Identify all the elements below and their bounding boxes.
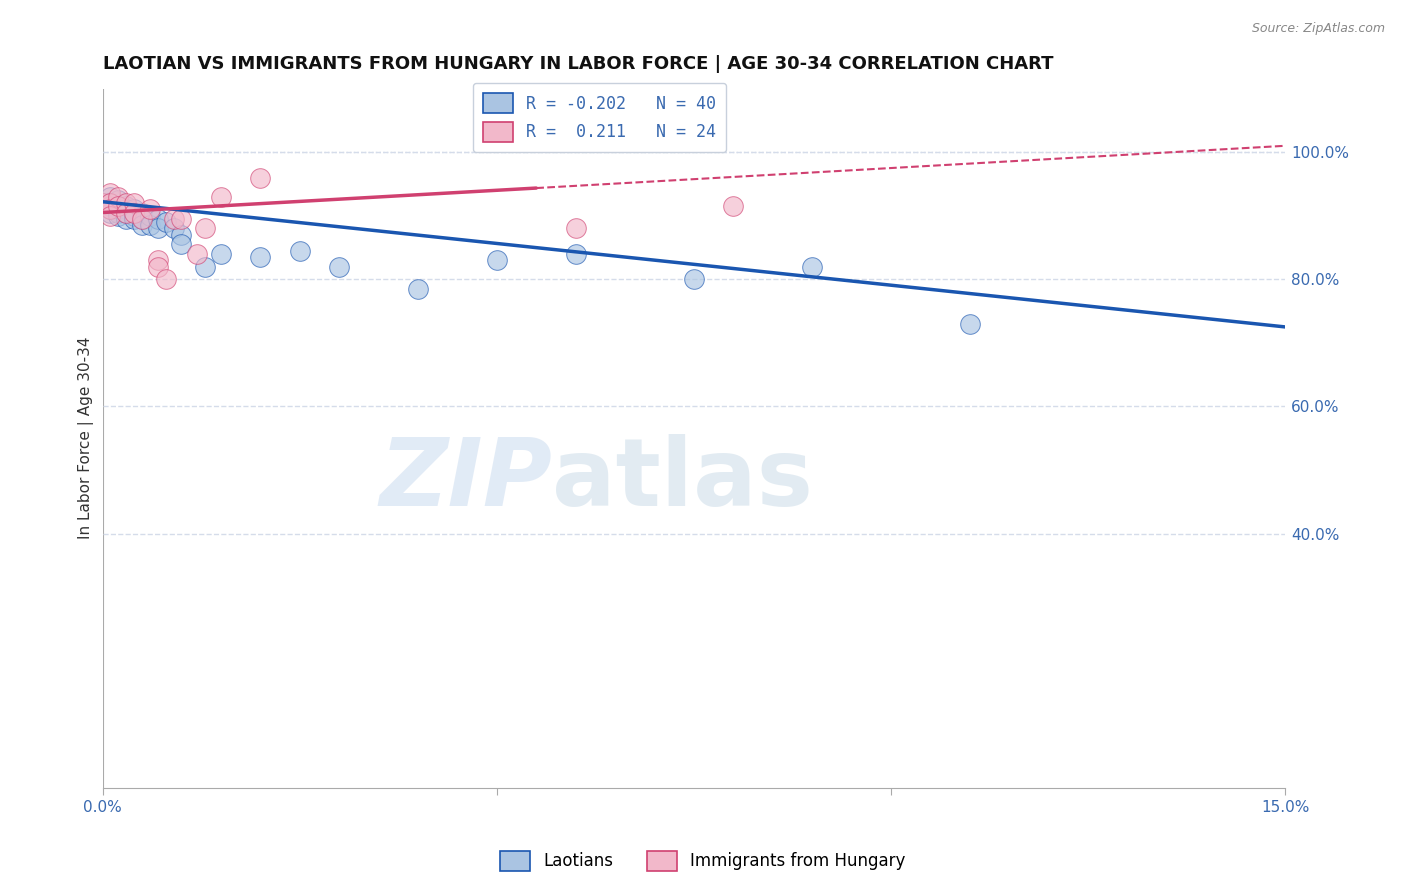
Point (249, 170, 271, 185)
Point (249, 250, 271, 264)
Point (139, 202, 162, 217)
Point (107, 209, 129, 223)
Point (288, 244, 311, 258)
Point (107, 189, 129, 203)
Point (146, 260, 169, 274)
Point (115, 199, 138, 213)
Point (100, 205, 122, 219)
Legend: Laotians, Immigrants from Hungary: Laotians, Immigrants from Hungary (492, 842, 914, 880)
Point (122, 209, 145, 223)
Point (115, 205, 138, 219)
Point (107, 199, 129, 213)
Text: Source: ZipAtlas.com: Source: ZipAtlas.com (1251, 22, 1385, 36)
Point (170, 237, 193, 252)
Point (209, 189, 232, 203)
Point (115, 202, 138, 217)
Point (155, 272, 177, 286)
Point (801, 260, 824, 274)
Point (107, 205, 129, 219)
Point (115, 211, 138, 226)
Point (100, 186, 122, 201)
Point (131, 211, 153, 226)
Point (100, 209, 122, 223)
Text: ZIP: ZIP (380, 434, 553, 526)
Point (162, 221, 184, 235)
Point (91, 196, 114, 211)
Point (146, 221, 169, 235)
Point (139, 209, 162, 223)
Point (100, 202, 122, 217)
Point (122, 205, 145, 219)
Point (115, 205, 138, 219)
Point (146, 253, 169, 268)
Point (122, 202, 145, 217)
Text: atlas: atlas (553, 434, 813, 526)
Legend: R = -0.202   N = 40, R =  0.211   N = 24: R = -0.202 N = 40, R = 0.211 N = 24 (472, 83, 725, 152)
Point (100, 196, 122, 211)
Point (170, 227, 193, 242)
Point (107, 193, 129, 207)
Y-axis label: In Labor Force | Age 30-34: In Labor Force | Age 30-34 (79, 337, 94, 540)
Point (131, 211, 153, 226)
Point (131, 219, 153, 233)
Point (564, 247, 586, 261)
Point (91, 196, 114, 211)
Point (564, 221, 586, 235)
Text: LAOTIAN VS IMMIGRANTS FROM HUNGARY IN LABOR FORCE | AGE 30-34 CORRELATION CHART: LAOTIAN VS IMMIGRANTS FROM HUNGARY IN LA… (103, 55, 1053, 73)
Point (146, 211, 169, 226)
Point (186, 247, 208, 261)
Point (107, 202, 129, 217)
Point (328, 260, 350, 274)
Point (122, 196, 145, 211)
Point (100, 196, 122, 211)
Point (406, 282, 429, 296)
Point (170, 211, 193, 226)
Point (155, 215, 177, 229)
Point (100, 202, 122, 217)
Point (485, 253, 508, 268)
Point (139, 219, 162, 233)
Point (683, 272, 706, 286)
Point (723, 199, 745, 213)
Point (209, 247, 232, 261)
Point (100, 199, 122, 213)
Point (959, 317, 981, 331)
Point (194, 221, 217, 235)
Point (162, 211, 184, 226)
Point (194, 260, 217, 274)
Point (100, 189, 122, 203)
Point (122, 211, 145, 226)
Point (131, 205, 153, 219)
Point (107, 199, 129, 213)
Point (115, 196, 138, 211)
